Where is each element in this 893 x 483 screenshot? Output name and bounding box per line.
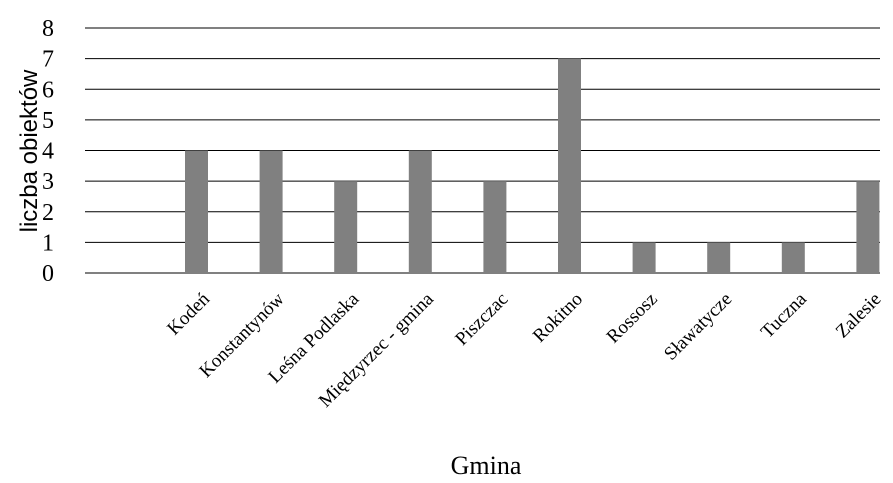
y-axis-title: liczba obiektów [16, 69, 43, 232]
x-tick-label: Piszczac [451, 289, 512, 350]
x-tick-label: Sławatycze [660, 289, 736, 365]
bar [408, 150, 432, 273]
x-tick-label: Kodeń [163, 288, 214, 339]
bar [707, 242, 731, 273]
bars [185, 58, 880, 273]
x-tick-label: Rokitno [529, 289, 587, 347]
x-axis-title: Gmina [451, 451, 522, 480]
bar [856, 181, 880, 273]
bar [185, 150, 208, 273]
y-tick-label: 5 [42, 108, 54, 134]
bar [781, 242, 805, 273]
y-tick-label: 0 [42, 261, 54, 287]
x-tick-label: Rossosz [603, 289, 662, 348]
x-tick-label: Tuczna [757, 288, 811, 342]
y-tick-label: 8 [42, 16, 54, 42]
y-tick-label: 2 [42, 200, 54, 226]
bar [334, 181, 358, 273]
bar [632, 242, 656, 273]
y-tick-label: 1 [42, 230, 54, 256]
y-tick-label: 7 [42, 47, 54, 73]
y-tick-label: 6 [42, 77, 54, 103]
bar [259, 150, 283, 273]
y-tick-labels: 0 1 2 3 4 5 6 7 8 [42, 16, 54, 287]
y-tick-label: 4 [42, 139, 54, 165]
gridlines [85, 27, 880, 274]
y-tick-label: 3 [42, 169, 54, 195]
bar [483, 181, 507, 273]
x-tick-label: Zalesie [832, 289, 886, 343]
bar [558, 58, 581, 273]
